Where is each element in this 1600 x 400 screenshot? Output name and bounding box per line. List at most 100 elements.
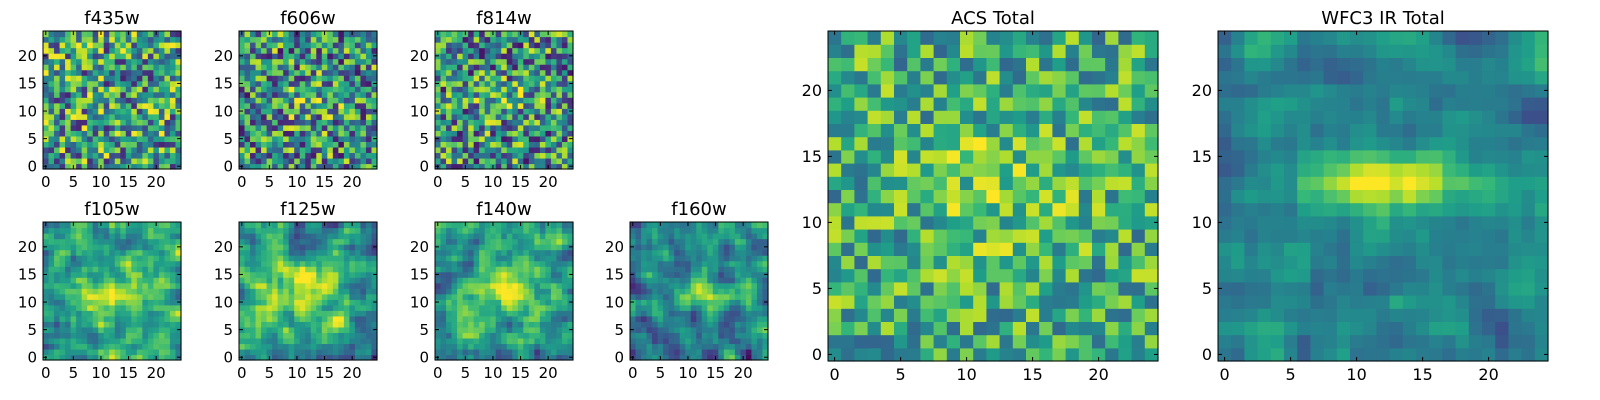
heatmap-cell — [933, 321, 948, 336]
heatmap-cell — [440, 266, 447, 273]
heatmap-cell — [539, 266, 546, 273]
heatmap-cell — [338, 108, 345, 115]
heatmap-cell — [109, 348, 116, 356]
heatmap-cell — [446, 58, 453, 65]
heatmap-cell — [76, 271, 83, 278]
heatmap-cell — [550, 119, 558, 126]
heatmap-cell — [103, 108, 110, 115]
y-tick-label: 20 — [18, 238, 37, 256]
heatmap-cell — [1092, 189, 1106, 204]
heatmap-cell — [266, 310, 273, 317]
heatmap-cell — [986, 295, 1001, 309]
heatmap-cell — [501, 135, 508, 142]
heatmap-cell — [556, 130, 563, 137]
heatmap-cell — [136, 293, 143, 300]
heatmap-cell — [48, 102, 55, 109]
heatmap-cell — [490, 102, 497, 109]
heatmap-cell — [338, 293, 345, 300]
heatmap-cell — [164, 91, 171, 98]
heatmap-cell — [523, 222, 530, 229]
heatmap-cell — [973, 242, 987, 256]
heatmap-cell — [70, 233, 77, 240]
heatmap-cell — [125, 124, 132, 131]
heatmap-cell — [48, 304, 55, 311]
heatmap-cell — [365, 266, 373, 273]
heatmap-cell — [288, 222, 295, 229]
heatmap-cell — [723, 233, 730, 240]
heatmap-cell — [349, 282, 356, 289]
heatmap-cell — [92, 97, 99, 104]
y-tick-label: 15 — [18, 266, 37, 284]
heatmap-cell — [1052, 242, 1067, 256]
heatmap-cell — [1012, 321, 1027, 336]
heatmap-cell — [556, 271, 563, 278]
x-tick-label: 10 — [483, 364, 502, 382]
heatmap-cell — [473, 102, 480, 109]
heatmap-cell — [131, 260, 138, 267]
heatmap-cell — [169, 86, 177, 93]
heatmap-cell — [114, 97, 121, 104]
heatmap-cell — [283, 326, 290, 333]
heatmap-cell — [288, 124, 295, 131]
heatmap-cell — [679, 222, 686, 229]
heatmap-cell — [164, 135, 171, 142]
heatmap-cell — [277, 53, 284, 60]
heatmap-cell — [1065, 321, 1080, 336]
heatmap-cell — [120, 238, 127, 245]
heatmap-cell — [501, 141, 508, 148]
heatmap-cell — [523, 315, 530, 322]
heatmap-cell — [457, 343, 464, 350]
heatmap-cell — [468, 157, 475, 165]
heatmap-cell — [310, 249, 317, 256]
heatmap-cell — [244, 310, 251, 317]
heatmap-cell — [920, 281, 935, 296]
heatmap-cell — [244, 227, 251, 234]
heatmap-cell — [81, 233, 88, 240]
heatmap-cell — [365, 255, 373, 262]
heatmap-cell — [266, 141, 273, 148]
heatmap-cell — [657, 266, 664, 273]
heatmap-cell — [371, 315, 378, 322]
heatmap-cell — [479, 348, 486, 356]
heatmap-cell — [841, 347, 855, 362]
heatmap-cell — [690, 277, 697, 284]
heatmap-cell — [239, 238, 246, 245]
heatmap-cell — [828, 176, 842, 190]
heatmap-cell — [147, 321, 154, 328]
heatmap-cell — [354, 141, 362, 148]
heatmap-cell — [120, 146, 127, 154]
heatmap-cell — [371, 304, 378, 311]
heatmap-cell — [528, 102, 535, 109]
heatmap-cell — [87, 304, 94, 311]
heatmap-cell — [365, 282, 373, 289]
heatmap-cell — [828, 255, 842, 270]
heatmap-cell — [250, 75, 257, 82]
heatmap-cell — [451, 310, 458, 317]
heatmap-cell — [98, 255, 105, 262]
heatmap-cell — [244, 332, 251, 339]
heatmap-cell — [668, 315, 675, 322]
heatmap-cell — [880, 347, 895, 362]
heatmap-cell — [277, 102, 284, 109]
heatmap-cell — [468, 282, 475, 289]
heatmap-cell — [920, 334, 935, 349]
heatmap-cell — [114, 163, 121, 170]
heatmap-cell — [451, 47, 458, 54]
heatmap-cell — [1078, 202, 1093, 217]
heatmap-cell — [299, 42, 306, 49]
heatmap-cell — [440, 315, 447, 322]
heatmap-cell — [294, 315, 301, 322]
heatmap-cell — [641, 233, 648, 240]
heatmap-cell — [76, 343, 83, 350]
heatmap-cell — [539, 244, 546, 251]
heatmap-cell — [567, 260, 574, 267]
heatmap-cell — [164, 321, 171, 328]
heatmap-cell — [43, 64, 50, 71]
heatmap-cell — [147, 47, 154, 54]
heatmap-cell — [288, 47, 295, 54]
heatmap-cell — [723, 304, 730, 311]
heatmap-cell — [473, 31, 480, 38]
heatmap-cell — [343, 321, 350, 328]
heatmap-cell — [490, 266, 497, 273]
heatmap-cell — [440, 277, 447, 284]
